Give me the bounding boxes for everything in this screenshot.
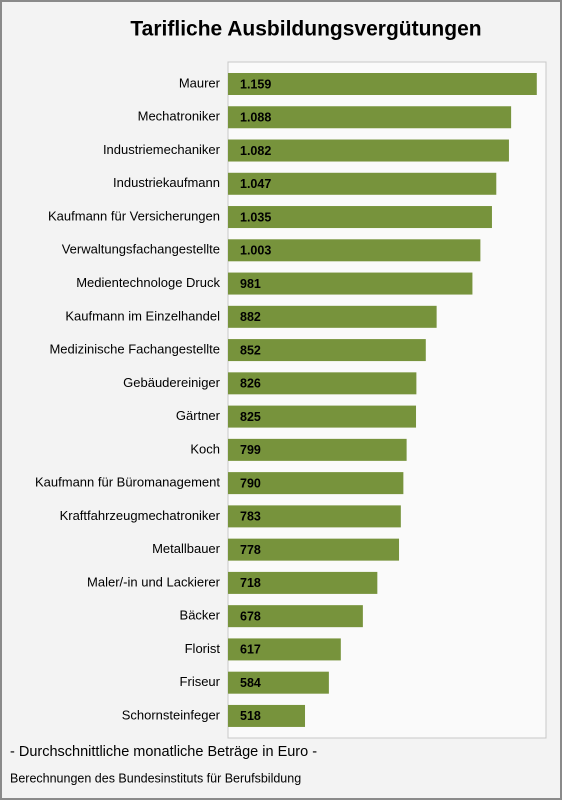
value-label: 678 <box>240 609 261 623</box>
value-label: 882 <box>240 310 261 324</box>
bar <box>228 206 492 229</box>
value-label: 518 <box>240 709 261 723</box>
category-label: Medizinische Fachangestellte <box>49 342 220 357</box>
category-label: Maurer <box>179 75 221 90</box>
value-label: 790 <box>240 476 261 490</box>
category-label: Mechatroniker <box>138 109 221 124</box>
value-label: 783 <box>240 510 261 524</box>
value-label: 617 <box>240 643 261 657</box>
category-label: Industriekaufmann <box>113 175 220 190</box>
value-label: 826 <box>240 377 261 391</box>
category-label: Medientechnologe Druck <box>76 275 220 290</box>
bar <box>228 438 407 461</box>
category-label: Friseur <box>180 674 221 689</box>
chart-title: Tarifliche Ausbildungsvergütungen <box>130 18 481 41</box>
subtitle: - Durchschnittliche monatliche Beträge i… <box>10 744 317 760</box>
category-label: Gebäudereiniger <box>123 375 221 390</box>
category-label: Kraftfahrzeugmechatroniker <box>60 508 221 523</box>
value-label: 1.088 <box>240 111 271 125</box>
bar <box>228 605 363 628</box>
value-label: 1.047 <box>240 177 271 191</box>
value-label: 778 <box>240 543 261 557</box>
value-label: 1.035 <box>240 210 271 224</box>
value-label: 1.082 <box>240 144 271 158</box>
bar <box>228 472 404 495</box>
value-label: 584 <box>240 676 261 690</box>
bar <box>228 272 473 295</box>
value-label: 799 <box>240 443 261 457</box>
value-label: 1.159 <box>240 77 271 91</box>
category-label: Bäcker <box>180 608 221 623</box>
bar <box>228 305 437 328</box>
category-label: Maler/-in und Lackierer <box>87 574 221 589</box>
bar <box>228 372 417 395</box>
category-label: Kaufmann für Büromanagement <box>35 475 220 490</box>
source: Berechnungen des Bundesinstituts für Ber… <box>10 771 301 785</box>
category-label: Kaufmann im Einzelhandel <box>65 308 220 323</box>
value-label: 1.003 <box>240 244 271 258</box>
bar <box>228 505 401 528</box>
plot-area <box>227 61 547 739</box>
category-label: Koch <box>190 441 220 456</box>
value-label: 852 <box>240 343 261 357</box>
bar <box>228 571 378 594</box>
bar <box>228 538 400 561</box>
value-label: 981 <box>240 277 261 291</box>
bar <box>228 671 329 694</box>
bar <box>228 339 426 362</box>
bar <box>228 172 497 195</box>
bar <box>228 704 306 727</box>
bar <box>228 239 481 262</box>
value-label: 718 <box>240 576 261 590</box>
category-label: Schornsteinfeger <box>122 707 221 722</box>
category-label: Industriemechaniker <box>103 142 221 157</box>
bar <box>228 405 417 428</box>
category-label: Florist <box>185 641 221 656</box>
bar <box>228 139 509 162</box>
category-label: Kaufmann für Versicherungen <box>48 208 220 223</box>
bar <box>228 73 537 95</box>
bar <box>228 638 341 661</box>
value-label: 825 <box>240 410 261 424</box>
category-label: Verwaltungsfachangestellte <box>62 242 220 257</box>
category-label: Metallbauer <box>152 541 221 556</box>
category-label: Gärtner <box>176 408 221 423</box>
bar <box>228 106 512 129</box>
